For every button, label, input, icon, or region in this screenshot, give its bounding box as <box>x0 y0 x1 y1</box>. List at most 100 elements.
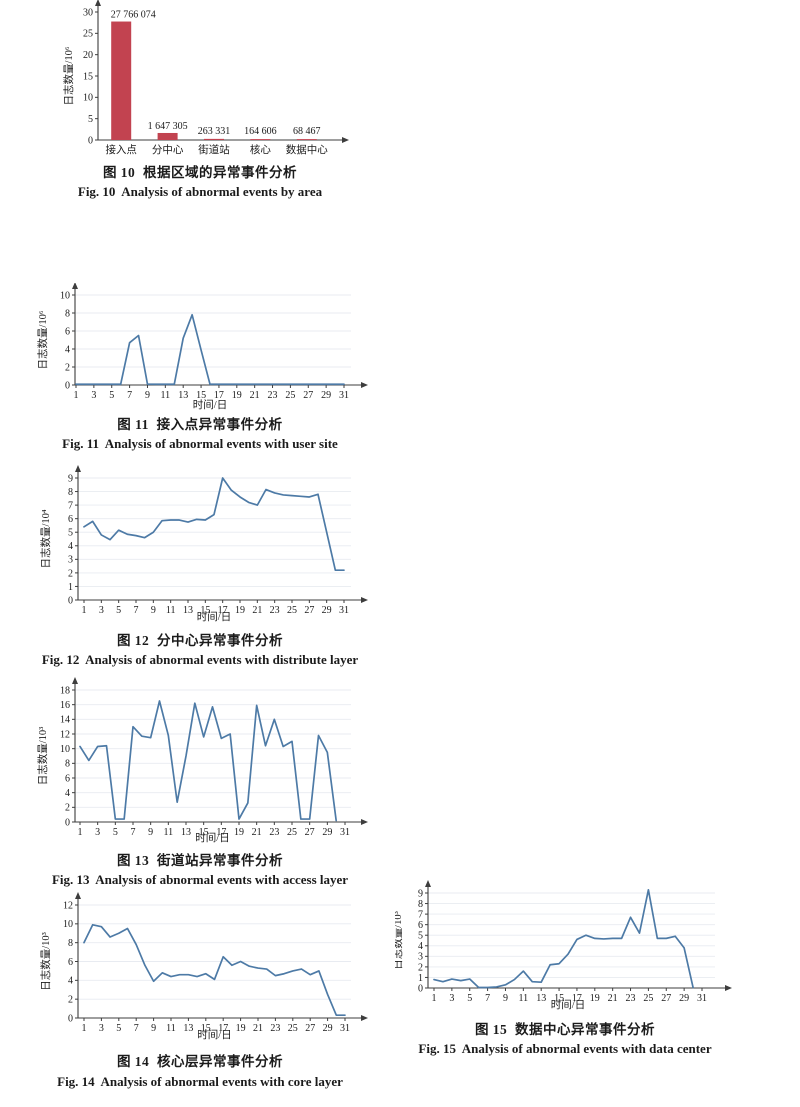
svg-text:20: 20 <box>83 50 93 61</box>
svg-text:25: 25 <box>285 390 295 401</box>
svg-text:21: 21 <box>252 827 262 838</box>
svg-text:25: 25 <box>288 1023 298 1034</box>
svg-text:日志数量/10³: 日志数量/10³ <box>36 727 49 786</box>
svg-text:11: 11 <box>166 1023 176 1034</box>
svg-text:13: 13 <box>181 827 191 838</box>
svg-text:11: 11 <box>166 605 176 616</box>
svg-text:9: 9 <box>418 888 423 899</box>
svg-text:日志数量/10⁶: 日志数量/10⁶ <box>36 310 49 369</box>
svg-text:日志数量/10⁴: 日志数量/10⁴ <box>39 509 52 568</box>
svg-text:6: 6 <box>65 326 70 337</box>
svg-text:8: 8 <box>65 308 70 319</box>
svg-text:18: 18 <box>60 685 70 696</box>
svg-text:8: 8 <box>65 759 70 770</box>
svg-text:10: 10 <box>60 744 70 755</box>
svg-text:27: 27 <box>305 827 315 838</box>
svg-text:9: 9 <box>68 473 73 484</box>
svg-text:3: 3 <box>99 605 104 616</box>
svg-text:5: 5 <box>109 390 114 401</box>
svg-text:25: 25 <box>287 605 297 616</box>
svg-text:29: 29 <box>679 993 689 1004</box>
figure-10-caption-zh: 图 10 根据区域的异常事件分析 <box>102 165 298 180</box>
figure-12-line-chart: 0 1 2 3 4 5 6 7 8 9 日志数量/10⁴ 1 3 5 7 9 11 13 15 17 19 21 23 25 2… <box>30 465 370 625</box>
svg-text:3: 3 <box>91 390 96 401</box>
svg-text:15: 15 <box>200 605 210 616</box>
svg-text:19: 19 <box>234 827 244 838</box>
svg-text:23: 23 <box>270 605 280 616</box>
svg-text:19: 19 <box>232 390 242 401</box>
svg-text:27: 27 <box>661 993 671 1004</box>
bar-chart-abnormal-events-by-area: 0 5 10 15 20 25 30 日志数量/10⁶ 27 766 074 接入点 1 647 3… <box>62 0 349 156</box>
figure-10-bar-chart: 0 5 10 15 20 25 30 日志数量/10⁶ 27 766 074 接入点 1 647 3… <box>60 0 350 160</box>
svg-text:12: 12 <box>60 729 70 740</box>
svg-text:4: 4 <box>68 541 73 552</box>
svg-text:11: 11 <box>519 993 529 1004</box>
svg-text:0: 0 <box>65 380 70 391</box>
svg-text:0: 0 <box>88 135 93 146</box>
figure-11-caption-zh: 图 11 接入点异常事件分析 <box>117 417 283 432</box>
svg-text:2: 2 <box>68 568 73 579</box>
figure-12-caption-en: Fig. 12 Analysis of abnormal events with… <box>41 652 359 667</box>
svg-text:9: 9 <box>148 827 153 838</box>
svg-text:6: 6 <box>65 773 70 784</box>
svg-text:4: 4 <box>418 941 423 952</box>
figure-11-caption-en: Fig. 11 Analysis of abnormal events with… <box>62 436 338 451</box>
svg-text:核心: 核心 <box>250 143 271 156</box>
svg-text:2: 2 <box>68 995 73 1006</box>
svg-text:时间/日: 时间/日 <box>197 610 231 623</box>
svg-text:21: 21 <box>608 993 618 1004</box>
svg-text:0: 0 <box>68 595 73 606</box>
svg-text:4: 4 <box>68 976 73 987</box>
svg-text:6: 6 <box>68 514 73 525</box>
figure-13-caption-en: Fig. 13 Analysis of abnormal events with… <box>51 872 349 887</box>
svg-text:1 647 305: 1 647 305 <box>148 121 188 132</box>
svg-text:31: 31 <box>339 605 349 616</box>
svg-text:0: 0 <box>418 983 423 994</box>
svg-text:10: 10 <box>63 919 73 930</box>
svg-text:7: 7 <box>134 1023 139 1034</box>
figure-14-caption-zh: 图 14 核心层异常事件分析 <box>116 1054 284 1069</box>
svg-text:11: 11 <box>164 827 174 838</box>
svg-text:5: 5 <box>467 993 472 1004</box>
svg-text:8: 8 <box>68 938 73 949</box>
svg-text:5: 5 <box>113 827 118 838</box>
svg-text:12: 12 <box>63 900 73 911</box>
svg-text:164 606: 164 606 <box>244 126 277 137</box>
svg-text:11: 11 <box>161 390 171 401</box>
svg-text:7: 7 <box>127 390 132 401</box>
figure-13-caption-zh: 图 13 街道站异常事件分析 <box>116 853 284 868</box>
svg-text:1: 1 <box>82 605 87 616</box>
svg-text:4: 4 <box>65 344 70 355</box>
svg-text:8: 8 <box>68 487 73 498</box>
svg-text:10: 10 <box>83 93 93 104</box>
svg-text:23: 23 <box>268 390 278 401</box>
svg-text:6: 6 <box>68 957 73 968</box>
svg-text:13: 13 <box>178 390 188 401</box>
svg-text:3: 3 <box>418 952 423 963</box>
svg-text:5: 5 <box>116 1023 121 1034</box>
svg-text:25: 25 <box>83 29 93 40</box>
svg-text:5: 5 <box>116 605 121 616</box>
svg-text:21: 21 <box>250 390 260 401</box>
svg-text:25: 25 <box>287 827 297 838</box>
svg-text:13: 13 <box>183 1023 193 1034</box>
svg-text:8: 8 <box>418 899 423 910</box>
svg-text:9: 9 <box>503 993 508 1004</box>
svg-text:27: 27 <box>303 390 313 401</box>
svg-text:31: 31 <box>697 993 707 1004</box>
svg-text:23: 23 <box>626 993 636 1004</box>
svg-text:31: 31 <box>340 1023 350 1034</box>
svg-text:23: 23 <box>269 827 279 838</box>
svg-text:日志数量/10³: 日志数量/10³ <box>395 911 404 970</box>
svg-text:9: 9 <box>145 390 150 401</box>
svg-text:分中心: 分中心 <box>152 143 184 156</box>
svg-text:1: 1 <box>78 827 83 838</box>
svg-text:7: 7 <box>418 910 423 921</box>
svg-text:27 766 074: 27 766 074 <box>111 10 156 21</box>
svg-text:2: 2 <box>65 803 70 814</box>
svg-text:2: 2 <box>65 362 70 373</box>
